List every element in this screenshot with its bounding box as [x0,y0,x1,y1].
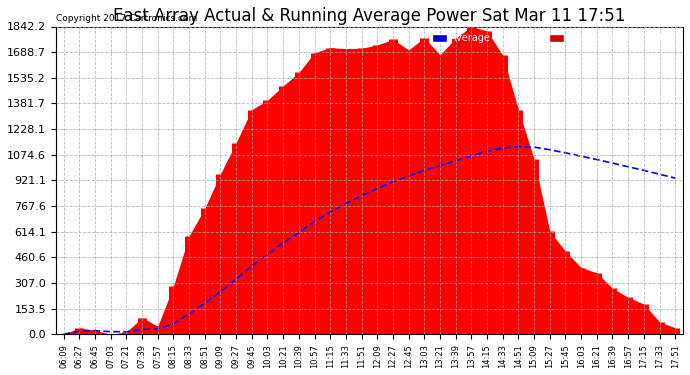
Text: Copyright 2017 Cartronics.com: Copyright 2017 Cartronics.com [56,14,197,23]
Title: East Array Actual & Running Average Power Sat Mar 11 17:51: East Array Actual & Running Average Powe… [113,7,626,25]
Legend: Average  (DC Watts), East Array  (DC Watts): Average (DC Watts), East Array (DC Watts… [431,32,678,45]
